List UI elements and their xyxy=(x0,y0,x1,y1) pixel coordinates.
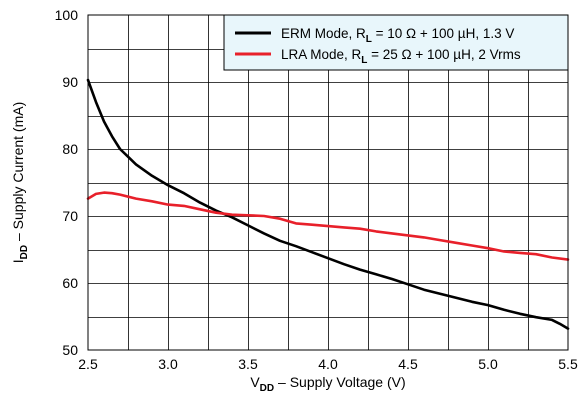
x-tick-label: 3.5 xyxy=(238,356,258,372)
y-tick-label: 100 xyxy=(55,7,79,23)
x-tick-label: 5.0 xyxy=(478,356,498,372)
y-tick-label: 70 xyxy=(62,208,78,224)
legend-label-lra-main: LRA Mode, R xyxy=(281,47,362,62)
y-tick-label: 50 xyxy=(62,342,78,358)
legend: ERM Mode, RL = 10 Ω + 100 µH, 1.3 V LRA … xyxy=(223,14,569,71)
x-axis-title-main: V xyxy=(250,374,260,390)
legend-label-erm-subscript: L xyxy=(366,34,372,45)
legend-label-erm-main: ERM Mode, R xyxy=(281,26,366,41)
y-axis-title-subscript: DD xyxy=(19,245,30,259)
grid-layer xyxy=(88,15,568,350)
x-tick-label: 4.0 xyxy=(318,356,338,372)
series-layer xyxy=(86,78,570,330)
series-line-erm xyxy=(86,78,570,330)
y-tick-label: 90 xyxy=(62,74,78,90)
x-tick-label: 3.0 xyxy=(158,356,178,372)
x-axis-title-subscript: DD xyxy=(260,383,274,394)
series-line-lra xyxy=(86,191,570,261)
x-axis-title-rest: – Supply Voltage (V) xyxy=(274,374,406,390)
x-tick-label: 2.5 xyxy=(78,356,98,372)
legend-label-lra-subscript: L xyxy=(361,55,367,66)
legend-label-erm-rest: = 10 Ω + 100 µH, 1.3 V xyxy=(372,26,514,41)
legend-label-lra: LRA Mode, RL = 25 Ω + 100 µH, 2 Vrms xyxy=(281,47,521,66)
x-axis-title: VDD – Supply Voltage (V) xyxy=(250,374,405,394)
y-axis-title: IDD – Supply Current (mA) xyxy=(10,102,30,264)
y-axis-title-main: I xyxy=(10,259,26,263)
tick-label-layer: 2.5 3.0 3.5 4.0 4.5 5.0 5.5 50 60 70 80 90 100 xyxy=(55,7,578,372)
x-tick-label: 5.5 xyxy=(558,356,578,372)
y-tick-label: 80 xyxy=(62,141,78,157)
x-tick-label: 4.5 xyxy=(398,356,418,372)
legend-box xyxy=(223,14,569,71)
legend-label-erm: ERM Mode, RL = 10 Ω + 100 µH, 1.3 V xyxy=(281,26,514,45)
y-axis-title-rest: – Supply Current (mA) xyxy=(10,102,26,245)
y-tick-label: 60 xyxy=(62,275,78,291)
legend-label-lra-rest: = 25 Ω + 100 µH, 2 Vrms xyxy=(367,47,520,62)
